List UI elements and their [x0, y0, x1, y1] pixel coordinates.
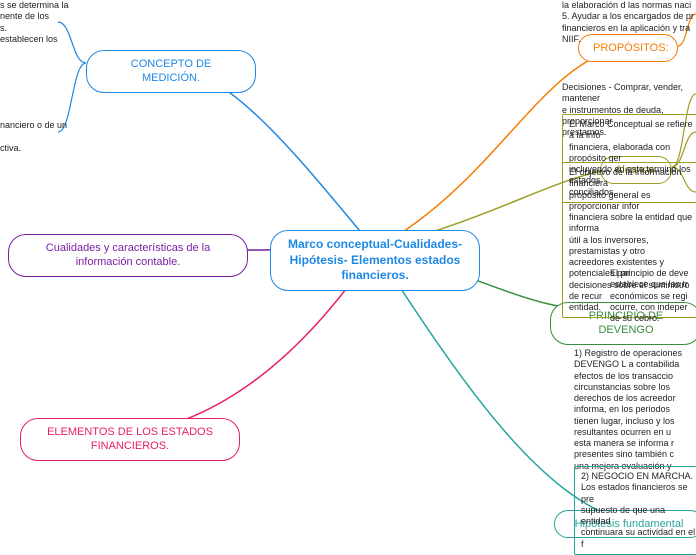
node-cualidades[interactable]: Cualidades y características de la infor…: [8, 234, 248, 277]
text-t9: 2) NEGOCIO EN MARCHA.Los estados financi…: [574, 466, 696, 555]
text-t3: la elaboración d las normas naci5. Ayuda…: [562, 0, 696, 45]
text-t1: s se determina lanente de loss.establece…: [0, 0, 100, 45]
text-t7: El principio de deveestablece que las tr…: [610, 268, 696, 324]
node-elementos[interactable]: ELEMENTOS DE LOS ESTADOS FINANCIEROS.: [20, 418, 240, 461]
node-concepto[interactable]: CONCEPTO DE MEDICIÓN.: [86, 50, 256, 93]
text-t8: 1) Registro de operacionesDEVENGO L a co…: [574, 348, 696, 472]
text-t2: nanciero o de unctiva.: [0, 120, 100, 154]
center-node[interactable]: Marco conceptual-Cualidades- Hipótesis- …: [270, 230, 480, 291]
